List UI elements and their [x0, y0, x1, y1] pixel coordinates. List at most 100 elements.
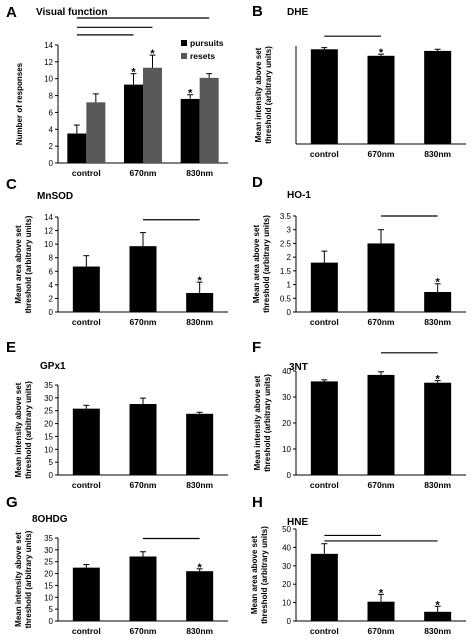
- y-tick-label: 3.5: [280, 212, 292, 221]
- x-tick-label: control: [310, 480, 339, 490]
- x-tick-label: 670nm: [130, 317, 157, 327]
- y-tick-label: 2.5: [280, 239, 292, 248]
- panel-title: MnSOD: [37, 191, 73, 202]
- y-axis-label: Mean intensity above set: [14, 382, 23, 477]
- panel-letter: F: [252, 339, 261, 356]
- significance-star: *: [131, 67, 136, 79]
- panel-title: HO-1: [287, 190, 311, 201]
- y-tick-label: 0: [287, 617, 292, 626]
- y-axis-label: Mean intensity above set: [253, 375, 262, 470]
- panel-c: C MnSOD 0 2 4 6 8 10 12 14 Mean area above set thre…: [6, 176, 228, 327]
- panel-d: D HO-1 0 0.5 1 1.5 2 2.5 3 3.5 Mean area above set…: [252, 174, 466, 327]
- panel-g: G 8OHDG 0 5 10 15 20 25 30 35 Mean intensity above…: [6, 494, 228, 636]
- y-tick-label: 4: [49, 281, 54, 290]
- y-tick-label: 15: [44, 581, 53, 590]
- y-tick-label: 0: [49, 471, 54, 480]
- x-tick-label: 830nm: [186, 480, 213, 490]
- panel-letter: H: [252, 494, 263, 511]
- y-tick-label: 4: [49, 125, 54, 134]
- y-tick-label: 2: [49, 294, 54, 303]
- bar: [129, 246, 157, 312]
- panel-e: E GPx1 0 5 10 15 20 25 30 35 Mean intensity above …: [6, 339, 228, 490]
- x-tick-label: 670nm: [130, 168, 157, 178]
- significance-star: *: [198, 562, 203, 574]
- y-axis-label: threshold (arbitrary units): [24, 381, 33, 479]
- panel-title: 8OHDG: [32, 514, 68, 525]
- bar: [186, 571, 214, 621]
- bar: [424, 291, 452, 312]
- y-tick-label: 25: [44, 407, 53, 416]
- y-tick-label: 8: [49, 92, 54, 101]
- significance-star: *: [436, 277, 441, 289]
- panel-letter: A: [6, 4, 17, 21]
- y-tick-label: 10: [44, 445, 53, 454]
- y-axis-label: threshold (arbitrary units): [24, 530, 33, 628]
- x-tick-label: control: [72, 626, 101, 636]
- y-tick-label: 30: [44, 394, 53, 403]
- x-tick-label: 830nm: [424, 317, 451, 327]
- y-tick-label: 30: [282, 562, 291, 571]
- y-axis-label: Mean area above set: [250, 536, 259, 615]
- y-tick-label: 10: [44, 75, 53, 84]
- panel-title: 3NT: [289, 362, 308, 373]
- y-tick-label: 35: [44, 534, 53, 543]
- significance-star: *: [379, 587, 384, 599]
- y-axis-label: Mean area above set: [252, 225, 261, 304]
- y-tick-label: 0: [49, 617, 54, 626]
- panel-title: HNE: [287, 517, 308, 528]
- significance-star: *: [188, 88, 193, 100]
- y-axis-label: Mean intensity above set: [14, 532, 23, 627]
- y-tick-label: 0: [49, 308, 54, 317]
- y-tick-label: 30: [282, 393, 291, 402]
- x-tick-label: 830nm: [424, 149, 451, 159]
- x-tick-label: 670nm: [368, 149, 395, 159]
- y-tick-label: 0: [49, 159, 54, 168]
- panel-letter: B: [252, 3, 263, 20]
- bar: [186, 293, 214, 312]
- y-tick-label: 10: [44, 240, 53, 249]
- panel-letter: G: [6, 494, 18, 511]
- y-tick-label: 50: [282, 525, 291, 534]
- y-tick-label: 0: [287, 471, 292, 480]
- y-tick-label: 20: [282, 419, 291, 428]
- panel-letter: D: [252, 174, 263, 191]
- x-tick-label: 830nm: [186, 168, 213, 178]
- y-axis-label: Number of responses: [15, 62, 24, 145]
- significance-star: *: [379, 47, 384, 59]
- y-tick-label: 14: [44, 213, 53, 222]
- bar: [367, 55, 395, 144]
- x-tick-label: 830nm: [424, 480, 451, 490]
- bar: [310, 381, 338, 475]
- bar: [129, 556, 157, 621]
- panel-a: A Visual function 0 2 4 6 8 10 12 14 Number of res…: [6, 4, 228, 178]
- y-tick-label: 20: [44, 570, 53, 579]
- bar: [129, 404, 157, 475]
- y-tick-label: 1: [287, 281, 292, 290]
- legend-swatch: [181, 53, 187, 59]
- bar: [72, 408, 100, 475]
- y-tick-label: 10: [282, 445, 291, 454]
- y-tick-label: 5: [49, 458, 54, 467]
- panel-title: GPx1: [40, 361, 66, 372]
- legend-swatch: [181, 40, 187, 46]
- legend-label: resets: [190, 51, 215, 61]
- bar: [310, 553, 338, 621]
- y-tick-label: 2: [49, 142, 54, 151]
- y-axis-label: threshold (arbitrary units): [263, 374, 272, 472]
- x-tick-label: 670nm: [368, 626, 395, 636]
- bar: [367, 243, 395, 312]
- panel-b: B DHE Mean intensity above set threshold (a…: [252, 3, 466, 159]
- y-tick-label: 8: [49, 254, 54, 263]
- x-tick-label: 830nm: [424, 626, 451, 636]
- x-tick-label: control: [72, 480, 101, 490]
- significance-star: *: [436, 599, 441, 611]
- y-axis-label: threshold (arbitrary units): [24, 215, 33, 313]
- y-tick-label: 3: [287, 226, 292, 235]
- y-tick-label: 15: [44, 432, 53, 441]
- y-tick-label: 35: [44, 381, 53, 390]
- y-tick-label: 12: [44, 227, 53, 236]
- panel-title: DHE: [287, 7, 308, 18]
- y-axis-label: Mean intensity above set: [254, 47, 263, 142]
- x-tick-label: control: [310, 149, 339, 159]
